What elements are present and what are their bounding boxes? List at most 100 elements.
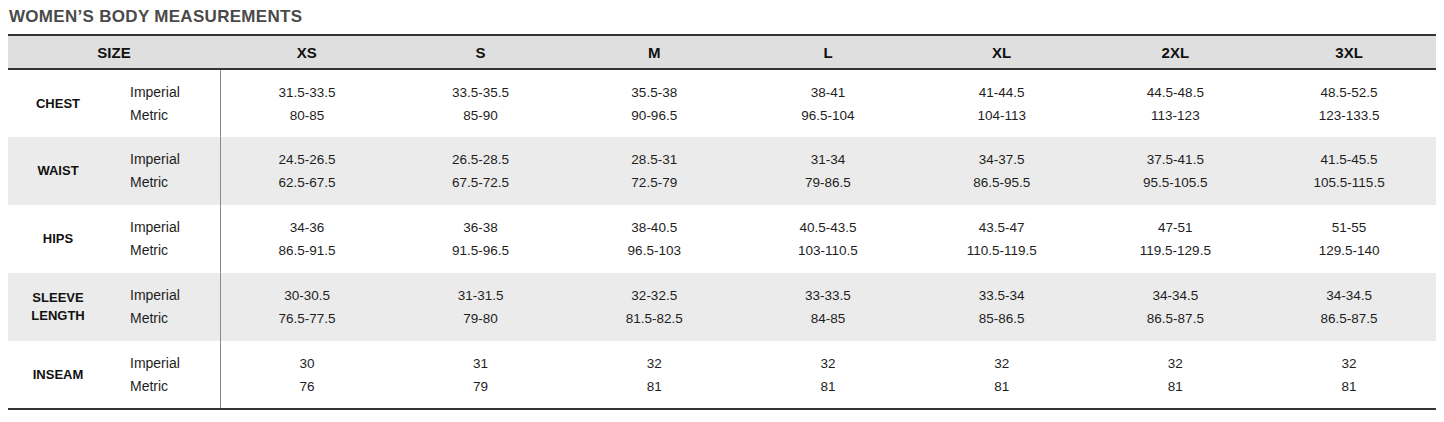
column-header-xs: XS [220,35,394,69]
metric-value: 85-90 [395,104,567,127]
measurement-cell: 35.5-3890-96.5 [567,69,741,137]
column-header-3xl: 3XL [1262,35,1436,69]
imperial-value: 33.5-35.5 [395,81,567,104]
table-row-chest: CHESTImperialMetric31.5-33.580-8533.5-35… [8,69,1436,137]
imperial-value: 33-33.5 [742,284,914,307]
metric-value: 79-80 [395,307,567,330]
metric-value: 72.5-79 [568,171,740,194]
metric-value: 110.5-119.5 [916,239,1088,262]
measurement-cell: 48.5-52.5123-133.5 [1262,69,1436,137]
imperial-value: 31.5-33.5 [222,81,393,104]
imperial-value: 26.5-28.5 [395,148,567,171]
imperial-value: 37.5-41.5 [1090,148,1262,171]
metric-value: 86.5-87.5 [1263,307,1435,330]
metric-value: 76 [222,375,393,398]
imperial-value: 24.5-26.5 [222,148,393,171]
imperial-value: 40.5-43.5 [742,216,914,239]
metric-value: 67.5-72.5 [395,171,567,194]
imperial-value: 32 [916,352,1088,375]
measurement-cell: 38-4196.5-104 [741,69,915,137]
metric-value: 103-110.5 [742,239,914,262]
unit-labels-cell: ImperialMetric [108,205,220,273]
imperial-value: 41.5-45.5 [1263,148,1435,171]
imperial-label: Imperial [130,148,219,171]
measurement-cell: 3281 [1089,341,1263,409]
imperial-value: 35.5-38 [568,81,740,104]
measurement-cell: 28.5-3172.5-79 [567,137,741,205]
table-row-waist: WAISTImperialMetric24.5-26.562.5-67.526.… [8,137,1436,205]
column-header-s: S [394,35,568,69]
unit-labels-cell: ImperialMetric [108,69,220,137]
metric-value: 81 [568,375,740,398]
measurements-table: SIZE XSSMLXL2XL3XL CHESTImperialMetric31… [8,34,1436,410]
row-label: HIPS [8,205,108,273]
row-label: WAIST [8,137,108,205]
metric-value: 62.5-67.5 [222,171,393,194]
header-row: SIZE XSSMLXL2XL3XL [8,35,1436,69]
metric-value: 96.5-104 [742,104,914,127]
column-header-l: L [741,35,915,69]
imperial-value: 31 [395,352,567,375]
column-header-xl: XL [915,35,1089,69]
metric-value: 81 [742,375,914,398]
column-header-2xl: 2XL [1089,35,1263,69]
measurement-cell: 43.5-47110.5-119.5 [915,205,1089,273]
row-label: SLEEVE LENGTH [8,273,108,341]
measurement-cell: 3281 [915,341,1089,409]
measurement-cell: 3076 [220,341,394,409]
unit-labels-cell: ImperialMetric [108,137,220,205]
metric-value: 76.5-77.5 [222,307,393,330]
metric-value: 79 [395,375,567,398]
imperial-value: 36-38 [395,216,567,239]
measurement-cell: 36-3891.5-96.5 [394,205,568,273]
imperial-value: 28.5-31 [568,148,740,171]
imperial-value: 33.5-34 [916,284,1088,307]
size-chart-page: WOMEN’S BODY MEASUREMENTS SIZE XSSMLXL2X… [0,0,1444,410]
page-title: WOMEN’S BODY MEASUREMENTS [0,0,1444,34]
measurement-cell: 41.5-45.5105.5-115.5 [1262,137,1436,205]
metric-value: 81.5-82.5 [568,307,740,330]
measurement-cell: 3281 [1262,341,1436,409]
metric-value: 91.5-96.5 [395,239,567,262]
imperial-label: Imperial [130,81,219,104]
metric-label: Metric [130,171,219,194]
measurement-cell: 37.5-41.595.5-105.5 [1089,137,1263,205]
measurement-cell: 34-34.586.5-87.5 [1089,273,1263,341]
metric-value: 84-85 [742,307,914,330]
imperial-value: 41-44.5 [916,81,1088,104]
measurement-cell: 30-30.576.5-77.5 [220,273,394,341]
imperial-value: 30-30.5 [222,284,393,307]
imperial-value: 34-36 [222,216,393,239]
measurement-cell: 38-40.596.5-103 [567,205,741,273]
row-label: INSEAM [8,341,108,409]
imperial-value: 32-32.5 [568,284,740,307]
measurement-cell: 34-3686.5-91.5 [220,205,394,273]
imperial-value: 32 [742,352,914,375]
metric-value: 81 [916,375,1088,398]
measurement-cell: 3281 [567,341,741,409]
imperial-value: 31-34 [742,148,914,171]
metric-label: Metric [130,104,219,127]
metric-value: 81 [1090,375,1262,398]
metric-value: 90-96.5 [568,104,740,127]
metric-value: 105.5-115.5 [1263,171,1435,194]
unit-labels-cell: ImperialMetric [108,273,220,341]
table-row-sleeve-length: SLEEVE LENGTHImperialMetric30-30.576.5-7… [8,273,1436,341]
table-row-inseam: INSEAMImperialMetric30763179328132813281… [8,341,1436,409]
measurement-cell: 47-51119.5-129.5 [1089,205,1263,273]
imperial-label: Imperial [130,352,219,375]
imperial-value: 32 [1263,352,1435,375]
imperial-value: 31-31.5 [395,284,567,307]
imperial-value: 48.5-52.5 [1263,81,1435,104]
metric-value: 129.5-140 [1263,239,1435,262]
imperial-value: 30 [222,352,393,375]
measurement-cell: 34-37.586.5-95.5 [915,137,1089,205]
measurement-cell: 32-32.581.5-82.5 [567,273,741,341]
measurement-cell: 40.5-43.5103-110.5 [741,205,915,273]
metric-value: 80-85 [222,104,393,127]
measurement-cell: 26.5-28.567.5-72.5 [394,137,568,205]
measurement-cell: 34-34.586.5-87.5 [1262,273,1436,341]
metric-value: 86.5-91.5 [222,239,393,262]
table-row-hips: HIPSImperialMetric34-3686.5-91.536-3891.… [8,205,1436,273]
column-header-m: M [567,35,741,69]
